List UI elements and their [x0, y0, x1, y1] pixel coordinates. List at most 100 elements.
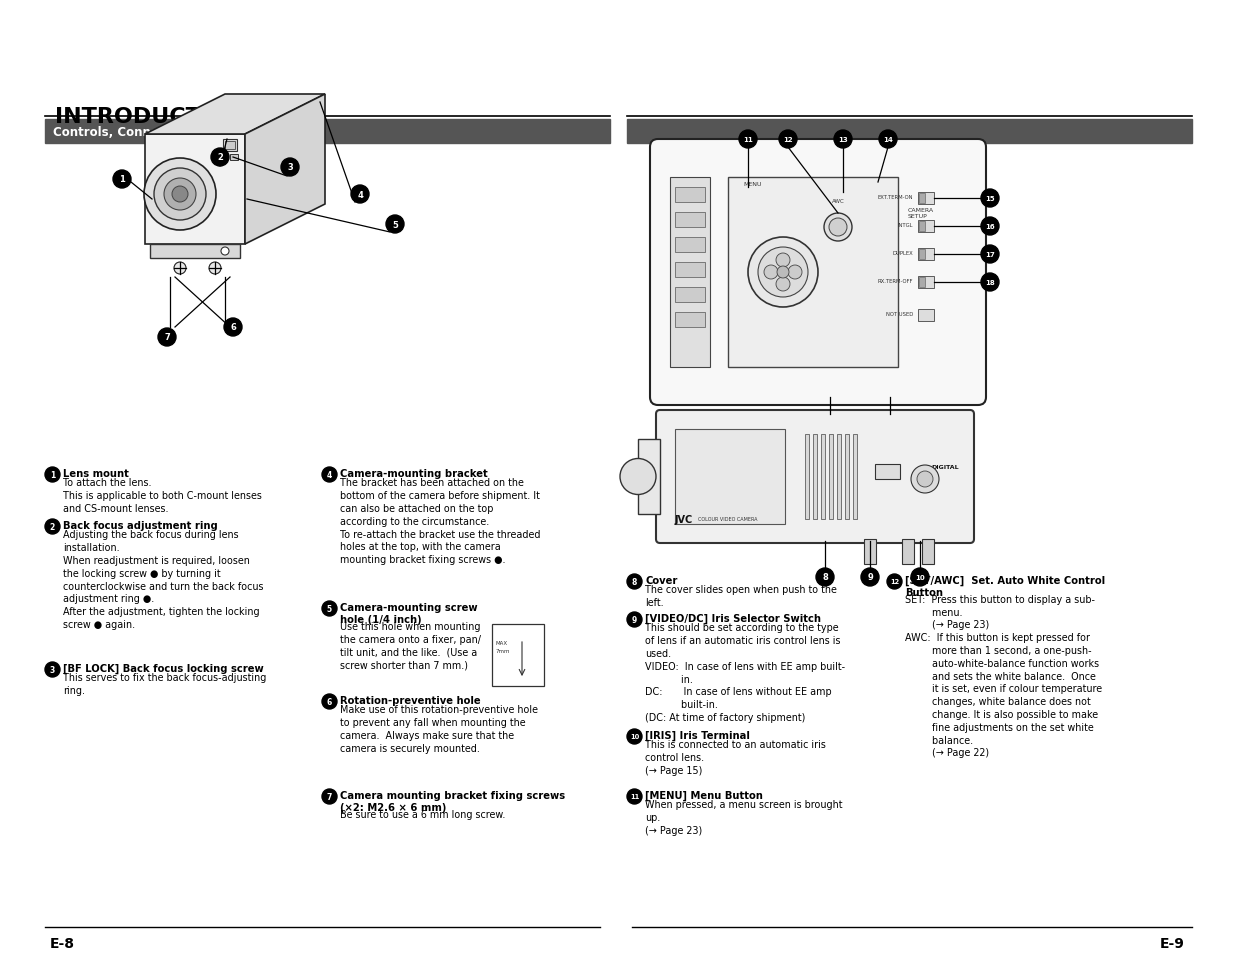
Circle shape: [44, 519, 61, 535]
Text: 5: 5: [391, 220, 398, 230]
Bar: [918, 193, 934, 205]
Circle shape: [322, 601, 337, 617]
Circle shape: [748, 237, 818, 308]
Text: Controls, Connectors and Indicators: Controls, Connectors and Indicators: [53, 126, 291, 138]
Text: 17: 17: [986, 252, 995, 257]
Circle shape: [981, 246, 999, 264]
Text: 7: 7: [327, 792, 332, 801]
Text: When pressed, a menu screen is brought
up.
(→ Page 23): When pressed, a menu screen is brought u…: [645, 800, 842, 835]
Circle shape: [322, 695, 337, 709]
Text: This should be set according to the type
of lens if an automatic iris control le: This should be set according to the type…: [645, 622, 845, 722]
Bar: [225, 142, 235, 150]
Circle shape: [44, 662, 61, 678]
Circle shape: [879, 131, 897, 149]
Circle shape: [211, 149, 228, 167]
Circle shape: [627, 613, 642, 627]
Text: NOT USED: NOT USED: [885, 312, 913, 316]
Text: 9: 9: [632, 616, 637, 624]
Text: 5: 5: [327, 604, 332, 614]
Text: [MENU] Menu Button: [MENU] Menu Button: [645, 790, 763, 801]
Text: INTGL: INTGL: [898, 223, 913, 228]
Bar: [902, 539, 914, 564]
Bar: [918, 221, 934, 233]
Text: Back focus adjustment ring: Back focus adjustment ring: [63, 520, 217, 531]
Circle shape: [172, 187, 188, 203]
Circle shape: [351, 186, 369, 204]
Circle shape: [764, 266, 778, 280]
Text: Cover: Cover: [645, 576, 677, 585]
Circle shape: [144, 159, 216, 231]
Polygon shape: [144, 95, 325, 135]
Text: 15: 15: [986, 195, 995, 202]
Text: Be sure to use a 6 mm long screw.: Be sure to use a 6 mm long screw.: [340, 809, 505, 819]
Text: [IRIS] Iris Terminal: [IRIS] Iris Terminal: [645, 730, 750, 740]
Text: Lens mount: Lens mount: [63, 469, 128, 478]
Bar: [918, 276, 934, 289]
Text: 3: 3: [287, 163, 293, 172]
Text: 4: 4: [357, 191, 363, 199]
Text: 14: 14: [883, 137, 893, 143]
Bar: [676, 430, 785, 524]
Circle shape: [911, 568, 929, 586]
Bar: [919, 277, 925, 288]
Circle shape: [620, 459, 656, 495]
Text: 10: 10: [915, 575, 925, 580]
Text: Camera-mounting bracket: Camera-mounting bracket: [340, 469, 488, 478]
Bar: [676, 288, 705, 303]
Circle shape: [758, 248, 808, 297]
Circle shape: [834, 131, 852, 149]
Text: To attach the lens.
This is applicable to both C-mount lenses
and CS-mount lense: To attach the lens. This is applicable t…: [63, 477, 262, 514]
Bar: [149, 245, 240, 258]
Bar: [671, 178, 710, 368]
Text: JVC: JVC: [676, 515, 693, 524]
Circle shape: [788, 266, 802, 280]
Bar: [676, 313, 705, 328]
Text: 6: 6: [327, 698, 332, 706]
Bar: [676, 237, 705, 253]
Circle shape: [824, 213, 852, 242]
Bar: [44, 120, 610, 144]
Text: DIGITAL: DIGITAL: [931, 464, 958, 470]
Circle shape: [981, 274, 999, 292]
Text: 8: 8: [632, 578, 637, 586]
Circle shape: [918, 472, 932, 488]
Circle shape: [44, 468, 61, 482]
Bar: [805, 435, 809, 519]
Bar: [864, 539, 876, 564]
Circle shape: [387, 215, 404, 233]
Circle shape: [282, 159, 299, 177]
Bar: [876, 464, 900, 479]
Text: 4: 4: [327, 471, 332, 479]
Circle shape: [164, 179, 196, 211]
Bar: [845, 435, 848, 519]
Bar: [627, 120, 1192, 144]
Circle shape: [776, 277, 790, 292]
Text: Rotation-preventive hole: Rotation-preventive hole: [340, 696, 480, 705]
Bar: [919, 222, 925, 232]
FancyBboxPatch shape: [656, 411, 974, 543]
Text: 16: 16: [986, 224, 995, 230]
Text: Camera mounting bracket fixing screws
(×2: M2.6 × 6 mm): Camera mounting bracket fixing screws (×…: [340, 790, 566, 812]
Circle shape: [816, 568, 834, 586]
Text: This is connected to an automatic iris
control lens.
(→ Page 15): This is connected to an automatic iris c…: [645, 740, 826, 775]
Text: Use this hole when mounting
the camera onto a fixer, pan/
tilt unit, and the lik: Use this hole when mounting the camera o…: [340, 621, 480, 669]
Bar: [919, 193, 925, 204]
Bar: [676, 263, 705, 277]
Text: 2: 2: [217, 153, 224, 162]
Circle shape: [911, 465, 939, 494]
Bar: [224, 140, 237, 152]
Text: RX.TERM-OFF: RX.TERM-OFF: [878, 278, 913, 284]
Circle shape: [154, 169, 206, 221]
Text: 3: 3: [49, 665, 56, 675]
Text: AWC: AWC: [831, 199, 845, 204]
Circle shape: [174, 263, 186, 274]
Text: Adjusting the back focus during lens
installation.
When readjustment is required: Adjusting the back focus during lens ins…: [63, 530, 263, 629]
Text: Camera-mounting screw
hole (1/4 inch): Camera-mounting screw hole (1/4 inch): [340, 602, 478, 624]
Text: 6: 6: [230, 323, 236, 333]
Text: COLOUR VIDEO CAMERA: COLOUR VIDEO CAMERA: [698, 517, 757, 522]
Text: 8: 8: [823, 573, 827, 582]
Text: MENU: MENU: [743, 182, 762, 187]
Bar: [638, 439, 659, 515]
FancyBboxPatch shape: [650, 140, 986, 406]
Text: E-8: E-8: [49, 936, 75, 950]
